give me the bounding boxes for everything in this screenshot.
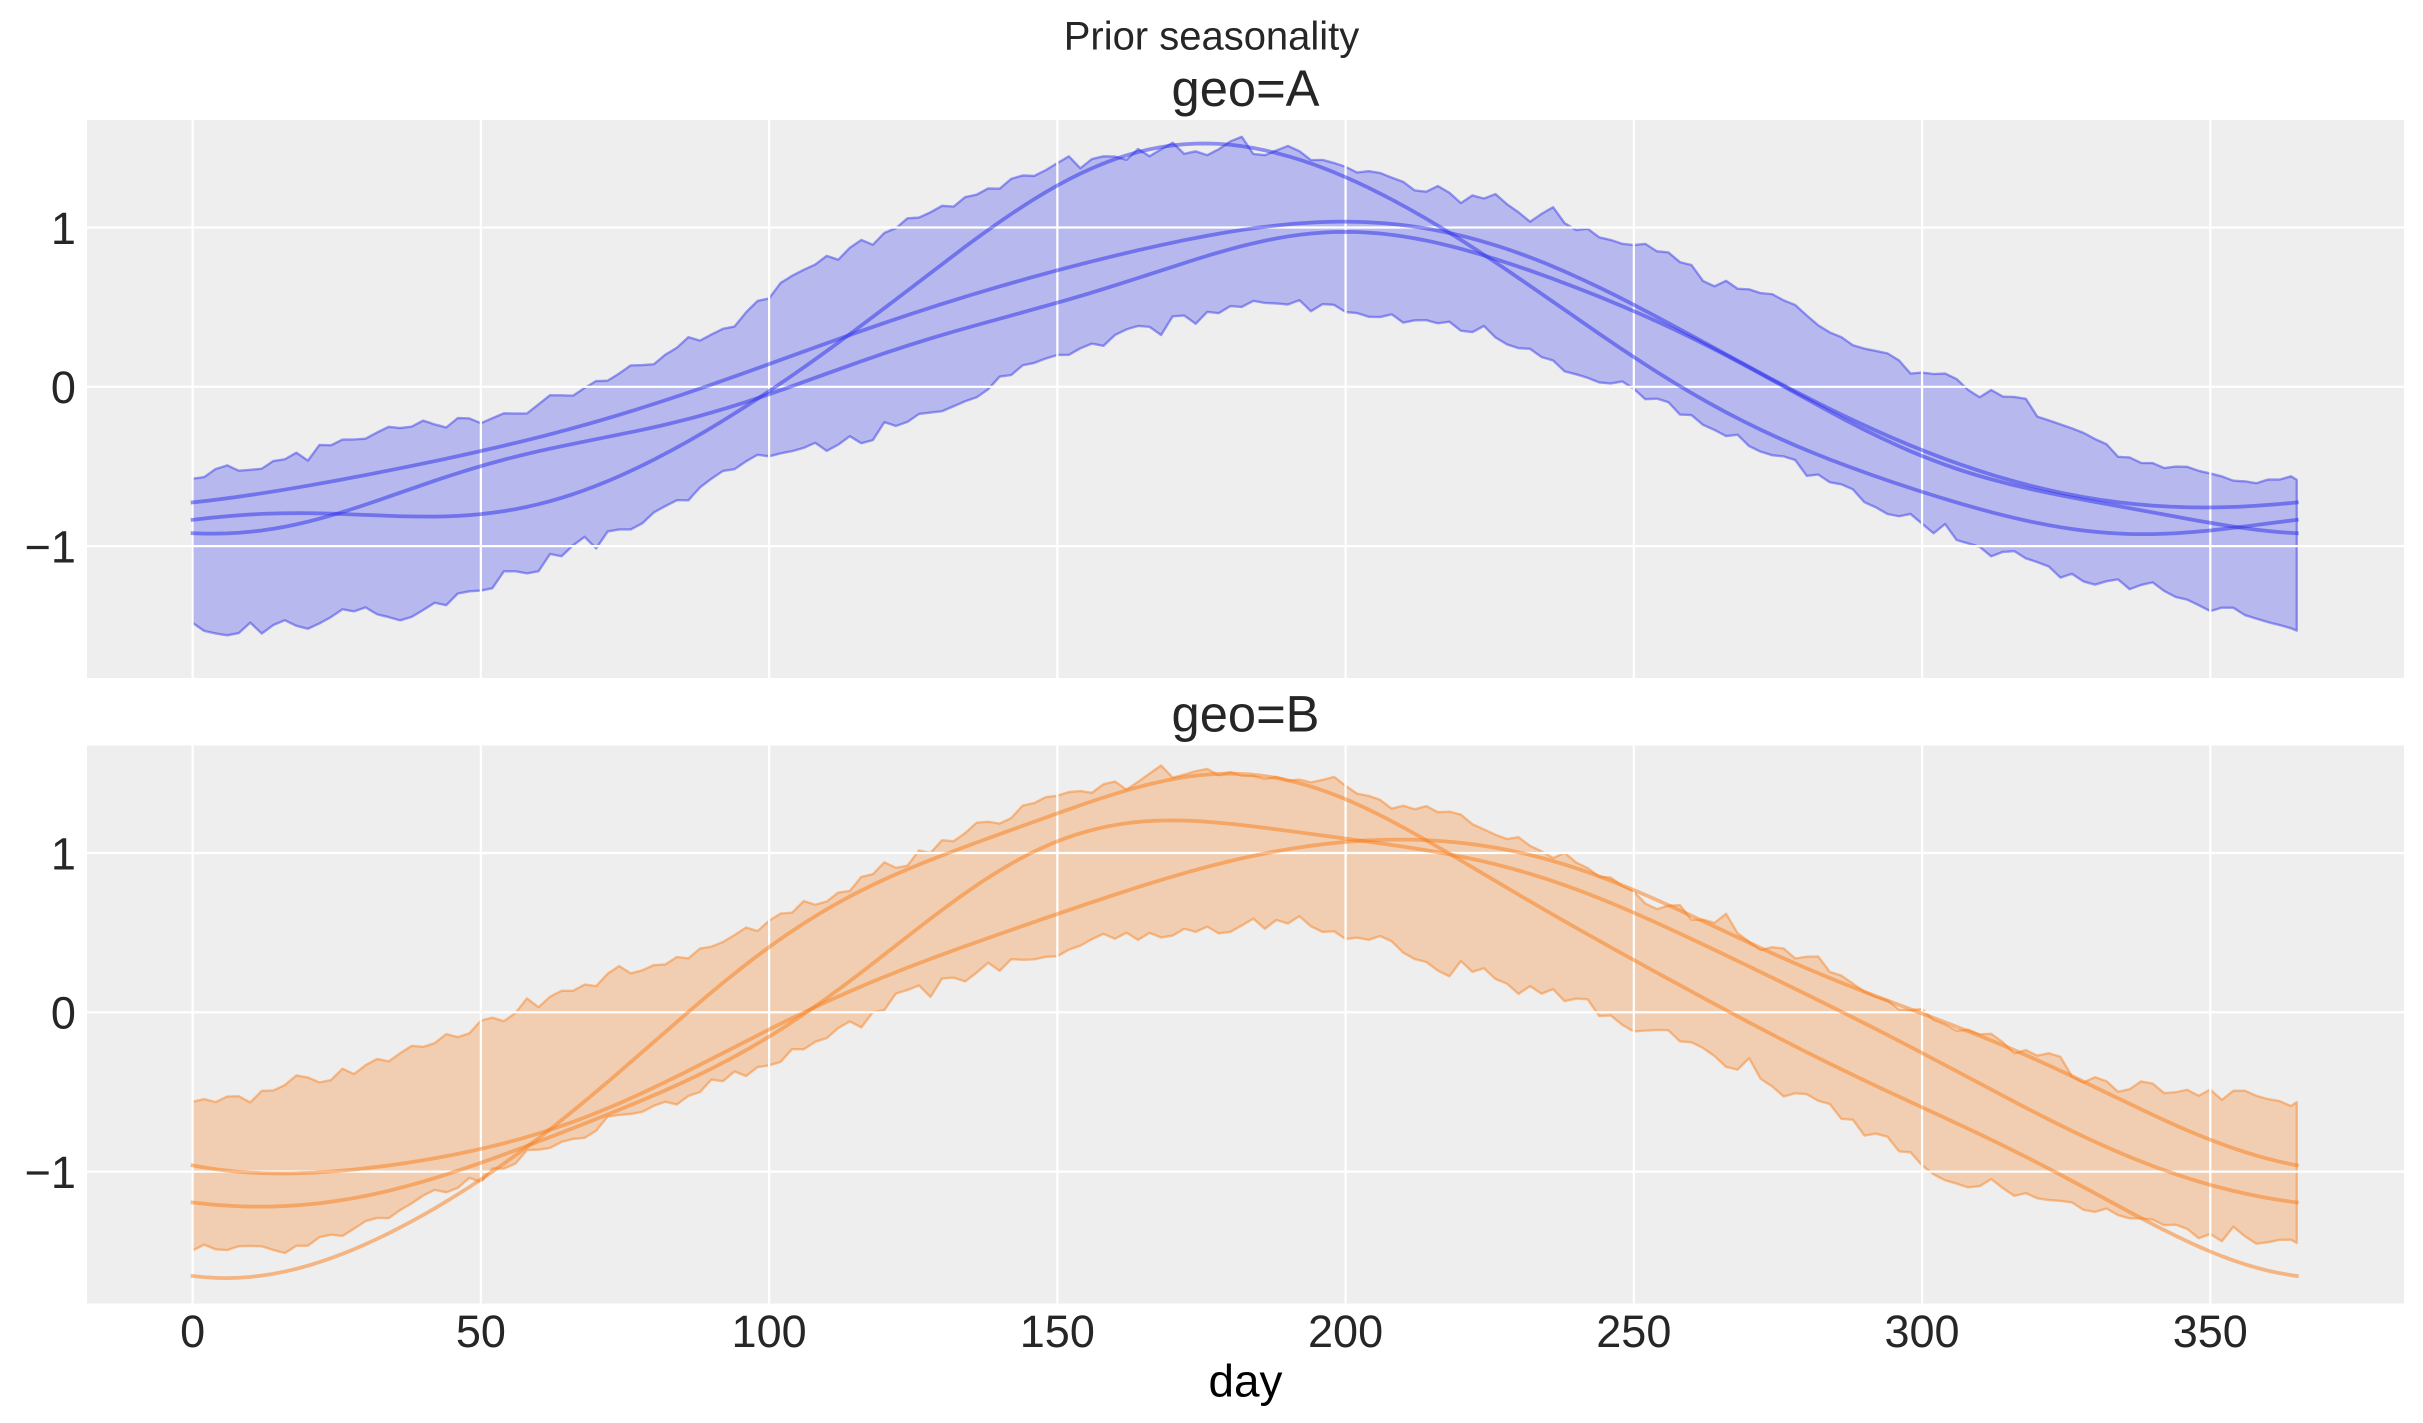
svg-text:150: 150	[1020, 1306, 1095, 1357]
svg-text:Prior seasonality: Prior seasonality	[1064, 14, 1360, 58]
svg-text:geo=A: geo=A	[1172, 60, 1320, 117]
svg-text:250: 250	[1596, 1306, 1671, 1357]
svg-text:0: 0	[51, 988, 76, 1039]
svg-text:350: 350	[2173, 1306, 2248, 1357]
svg-text:100: 100	[732, 1306, 807, 1357]
svg-text:−1: −1	[25, 521, 76, 572]
svg-text:0: 0	[51, 362, 76, 413]
svg-text:300: 300	[1885, 1306, 1960, 1357]
svg-text:0: 0	[180, 1306, 205, 1357]
svg-text:1: 1	[51, 828, 76, 879]
svg-text:geo=B: geo=B	[1172, 686, 1320, 743]
svg-text:50: 50	[456, 1306, 506, 1357]
svg-text:−1: −1	[25, 1147, 76, 1198]
svg-text:200: 200	[1308, 1306, 1383, 1357]
svg-text:1: 1	[51, 203, 76, 254]
svg-text:day: day	[1209, 1356, 1283, 1407]
